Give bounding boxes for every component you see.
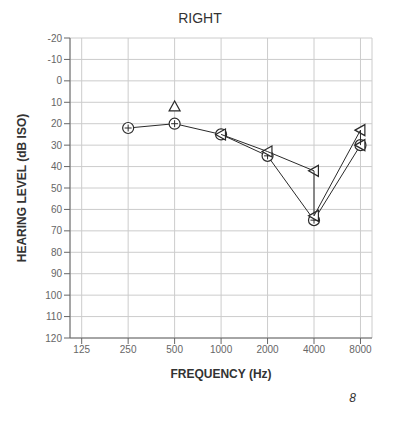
html-text:RIGHT: RIGHT (178, 10, 222, 26)
svg-text:80: 80 (51, 247, 63, 258)
svg-text:40: 40 (51, 161, 63, 172)
svg-text:50: 50 (51, 183, 63, 194)
svg-text:2000: 2000 (256, 344, 279, 355)
svg-text:250: 250 (120, 344, 137, 355)
svg-text:100: 100 (45, 290, 62, 301)
svg-text:70: 70 (51, 225, 63, 236)
svg-text:HEARING LEVEL (dB ISO): HEARING LEVEL (dB ISO) (15, 114, 29, 262)
svg-text:30: 30 (51, 140, 63, 151)
svg-text:0: 0 (56, 75, 62, 86)
svg-text:500: 500 (166, 344, 183, 355)
svg-text:60: 60 (51, 204, 63, 215)
svg-text:-20: -20 (48, 33, 63, 44)
svg-text:120: 120 (45, 333, 62, 344)
svg-text:110: 110 (46, 311, 62, 322)
svg-text:4000: 4000 (303, 344, 326, 355)
svg-text:FREQUENCY (Hz): FREQUENCY (Hz) (170, 367, 271, 381)
svg-text:125: 125 (73, 344, 90, 355)
svg-text:10: 10 (51, 97, 63, 108)
svg-text:90: 90 (51, 268, 63, 279)
svg-text:1000: 1000 (210, 344, 233, 355)
svg-text:20: 20 (51, 118, 63, 129)
svg-text:8000: 8000 (349, 344, 372, 355)
html-text:8: 8 (349, 391, 356, 405)
svg-text:-10: -10 (48, 54, 63, 65)
